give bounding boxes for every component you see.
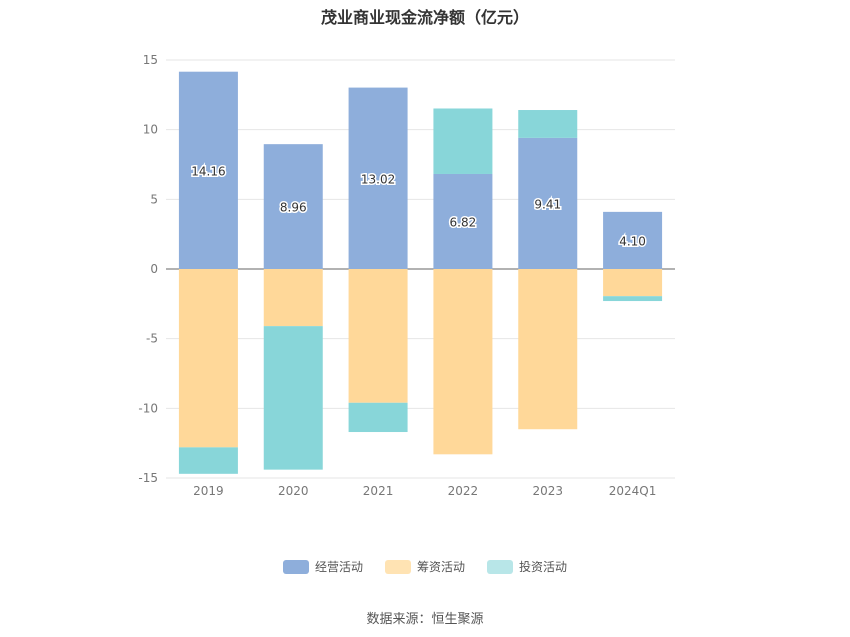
legend-swatch-investing bbox=[487, 559, 513, 574]
bar-operating bbox=[178, 71, 238, 269]
bar-operating bbox=[263, 144, 323, 269]
legend-swatch-operating bbox=[282, 559, 309, 574]
x-tick-label: 2022 bbox=[448, 484, 479, 498]
bar-investing bbox=[603, 296, 663, 302]
data-source: 数据来源：恒生聚源 bbox=[366, 612, 484, 627]
data-label: 8.96 bbox=[280, 201, 307, 215]
legend-item-financing[interactable]: 筹资活动 bbox=[384, 558, 465, 575]
x-tick-label: 2021 bbox=[363, 484, 394, 498]
bar-investing bbox=[518, 110, 578, 138]
legend-label-financing: 筹资活动 bbox=[416, 560, 465, 574]
data-label: 9.41 bbox=[534, 197, 561, 211]
data-label: 13.02 bbox=[361, 172, 395, 186]
y-tick-label: 15 bbox=[143, 53, 158, 67]
bar-operating bbox=[518, 137, 578, 269]
legend-label-operating: 经营活动 bbox=[314, 560, 363, 574]
bar-financing bbox=[263, 269, 323, 327]
cash-flow-chart: 15 10 5 0 -5 -10 -15 14.16 2019 8.96 2020 13.02 2021… bbox=[138, 53, 675, 498]
y-tick-label: -10 bbox=[138, 401, 158, 415]
bar-investing bbox=[178, 447, 238, 474]
data-label: 6.82 bbox=[450, 215, 477, 229]
bar-financing bbox=[603, 269, 663, 297]
y-tick-label: -5 bbox=[146, 332, 158, 346]
y-tick-label: 0 bbox=[150, 262, 158, 276]
bar-investing bbox=[348, 402, 408, 433]
data-label: 4.10 bbox=[619, 234, 646, 248]
bar-operating bbox=[348, 87, 408, 269]
x-tick-label: 2023 bbox=[532, 484, 563, 498]
y-tick-label: 5 bbox=[150, 192, 158, 206]
data-label: 14.16 bbox=[191, 164, 225, 178]
bar-investing bbox=[433, 108, 493, 174]
legend-item-investing[interactable]: 投资活动 bbox=[487, 558, 567, 575]
bar-financing bbox=[348, 269, 408, 403]
legend-swatch-financing bbox=[384, 559, 411, 574]
bar-investing bbox=[263, 326, 323, 470]
y-tick-label: -15 bbox=[138, 471, 158, 485]
legend-item-operating[interactable]: 经营活动 bbox=[282, 558, 363, 575]
chart-title: 茂业商业现金流净额（亿元） bbox=[320, 8, 529, 27]
bar-financing bbox=[433, 269, 493, 455]
x-tick-label: 2019 bbox=[193, 484, 224, 498]
bar-operating bbox=[433, 173, 493, 269]
legend-label-investing: 投资活动 bbox=[519, 560, 568, 574]
x-tick-label: 2020 bbox=[278, 484, 309, 498]
bar-operating bbox=[603, 211, 663, 269]
x-tick-label: 2024Q1 bbox=[609, 484, 657, 498]
bar-financing bbox=[178, 269, 238, 448]
y-tick-label: 10 bbox=[143, 123, 158, 137]
bar-financing bbox=[518, 269, 578, 430]
legend: 经营活动 筹资活动 投资活动 bbox=[0, 558, 850, 575]
